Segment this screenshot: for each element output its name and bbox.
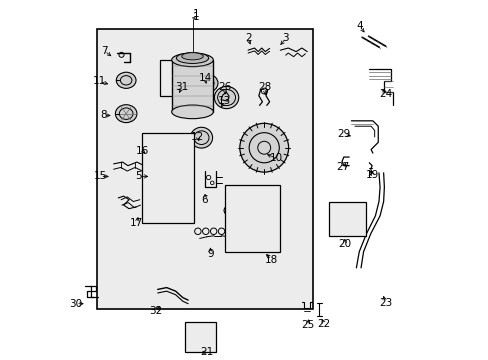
Text: 10: 10 xyxy=(270,153,283,163)
Text: 5: 5 xyxy=(135,171,142,181)
Bar xyxy=(160,60,194,96)
Ellipse shape xyxy=(199,75,218,92)
Ellipse shape xyxy=(171,105,213,119)
Text: 8: 8 xyxy=(100,111,107,121)
Ellipse shape xyxy=(190,127,212,148)
Text: 28: 28 xyxy=(258,82,271,93)
Text: 27: 27 xyxy=(336,162,349,172)
Ellipse shape xyxy=(176,53,208,63)
Text: 14: 14 xyxy=(198,73,211,83)
Text: 24: 24 xyxy=(378,89,391,99)
Text: 2: 2 xyxy=(244,33,251,43)
Text: 31: 31 xyxy=(175,82,188,92)
Ellipse shape xyxy=(182,53,203,60)
Circle shape xyxy=(239,123,288,172)
Text: 20: 20 xyxy=(338,239,351,249)
Text: 6: 6 xyxy=(202,195,208,205)
Text: 4: 4 xyxy=(355,21,362,31)
Ellipse shape xyxy=(115,105,137,123)
Bar xyxy=(185,321,215,352)
Bar xyxy=(142,134,194,223)
Text: 13: 13 xyxy=(218,96,231,106)
Text: 18: 18 xyxy=(264,255,278,265)
Text: 19: 19 xyxy=(366,170,379,180)
Text: 17: 17 xyxy=(130,218,143,228)
Bar xyxy=(97,30,312,309)
Text: 9: 9 xyxy=(207,248,213,258)
Text: 22: 22 xyxy=(317,319,330,329)
Text: 21: 21 xyxy=(200,347,213,357)
Text: 15: 15 xyxy=(94,171,107,181)
Text: 1: 1 xyxy=(192,12,199,22)
Text: 16: 16 xyxy=(135,145,149,156)
Circle shape xyxy=(201,333,209,342)
Text: 11: 11 xyxy=(92,76,106,86)
Ellipse shape xyxy=(171,53,213,67)
Text: 7: 7 xyxy=(101,46,108,56)
Text: 29: 29 xyxy=(337,129,350,139)
Ellipse shape xyxy=(214,86,238,109)
Text: 1: 1 xyxy=(192,9,199,19)
Text: 12: 12 xyxy=(191,132,204,142)
Ellipse shape xyxy=(116,72,136,88)
Text: 3: 3 xyxy=(282,33,288,43)
Bar xyxy=(328,202,366,235)
Text: 23: 23 xyxy=(378,298,391,308)
Bar xyxy=(224,185,280,252)
Bar xyxy=(171,60,213,112)
Text: 25: 25 xyxy=(301,320,314,330)
Circle shape xyxy=(188,333,198,343)
Text: 26: 26 xyxy=(218,82,231,93)
Text: 30: 30 xyxy=(69,299,82,309)
Text: 32: 32 xyxy=(149,306,162,316)
